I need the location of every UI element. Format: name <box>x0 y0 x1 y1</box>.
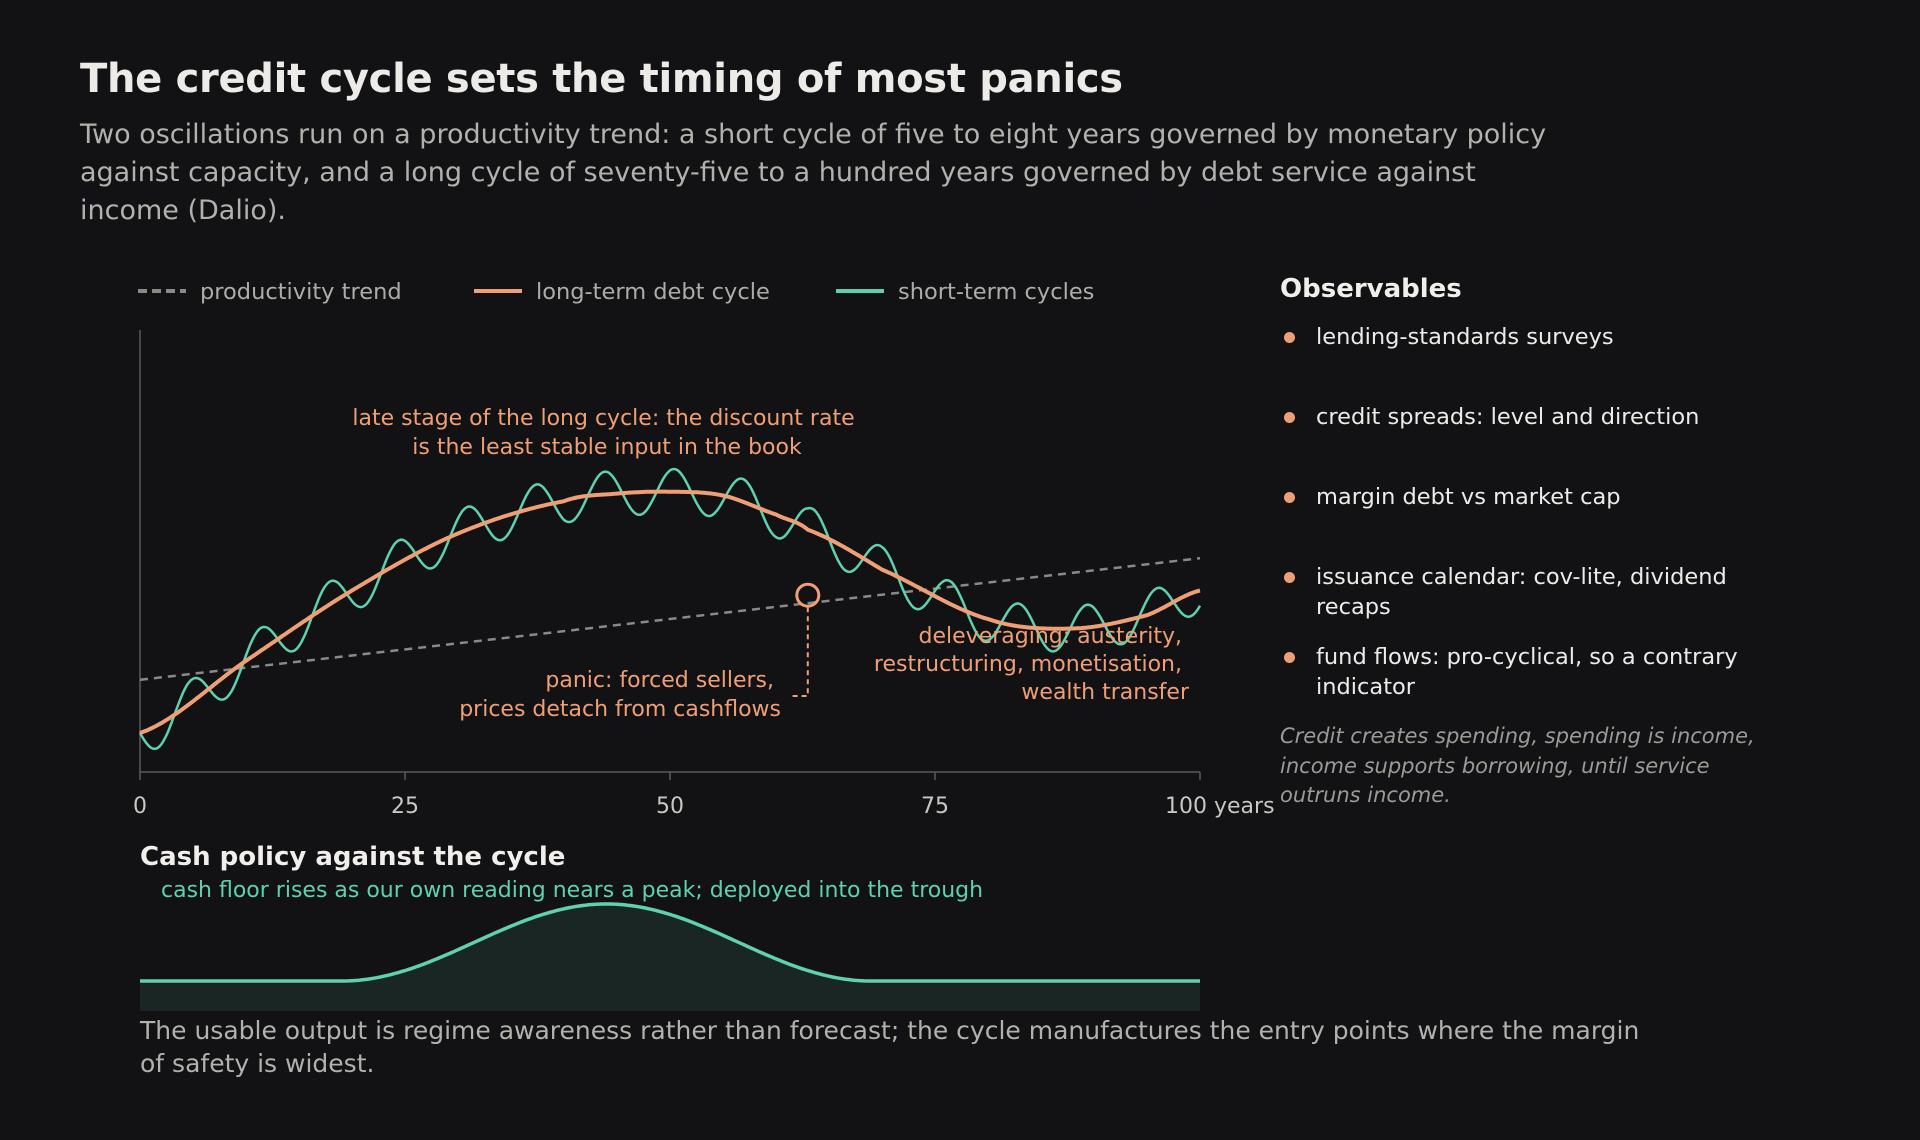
page-title: The credit cycle sets the timing of most… <box>80 56 1123 102</box>
observable-label: issuance calendar: cov-lite, dividend re… <box>1316 564 1727 620</box>
bullet-icon <box>1284 412 1295 423</box>
annotation-deleveraging-line-2: restructuring, monetisation, <box>874 652 1182 677</box>
bullet-icon <box>1284 492 1295 503</box>
annotation-late-stage-line-2: is the least stable input in the book <box>412 435 802 460</box>
observable-item: margin debt vs market cap <box>1280 482 1780 512</box>
x-axis-ticks: 0 25 50 75 100 years <box>133 772 1275 819</box>
observable-item: credit spreads: level and direction <box>1280 402 1780 432</box>
cash-policy-note: cash floor rises as our own reading near… <box>161 878 983 903</box>
x-tick-label: 75 <box>921 794 949 819</box>
cash-policy-heading: Cash policy against the cycle <box>140 842 566 872</box>
legend-label-long-cycle: long-term debt cycle <box>536 279 770 305</box>
legend-label-short-cycles: short-term cycles <box>898 279 1094 305</box>
annotation-deleveraging-line-1: deleveraging: austerity, <box>919 624 1182 649</box>
page-subtitle: Two oscillations run on a productivity t… <box>80 119 1547 226</box>
bullet-icon <box>1284 332 1295 343</box>
observable-label: fund flows: pro-cyclical, so a contrary … <box>1316 644 1738 700</box>
annotation-panic: panic: forced sellers, prices detach fro… <box>459 668 781 722</box>
bullet-icon <box>1284 572 1295 583</box>
legend: productivity trend long-term debt cycle … <box>138 279 1094 305</box>
observable-label: margin debt vs market cap <box>1316 484 1621 510</box>
cash-policy-line <box>140 902 1200 983</box>
annotation-panic-line-2: prices detach from cashflows <box>459 697 781 722</box>
annotation-deleveraging: deleveraging: austerity, restructuring, … <box>874 624 1190 705</box>
legend-item-short-cycles: short-term cycles <box>836 279 1094 305</box>
annotation-panic-line-1: panic: forced sellers, <box>545 668 774 693</box>
x-tick-label: 50 <box>656 794 684 819</box>
observable-item: issuance calendar: cov-lite, dividend re… <box>1280 562 1780 622</box>
observable-item: lending-standards surveys <box>1280 322 1780 352</box>
x-tick-label: 100 years <box>1165 794 1275 819</box>
observable-label: credit spreads: level and direction <box>1316 404 1700 430</box>
legend-item-long-cycle: long-term debt cycle <box>474 279 770 305</box>
observable-item: fund flows: pro-cyclical, so a contrary … <box>1280 642 1780 702</box>
annotation-late-stage-line-1: late stage of the long cycle: the discou… <box>352 406 854 431</box>
short-term-cycles-line <box>138 467 1202 751</box>
legend-item-trend: productivity trend <box>138 279 402 305</box>
cash-policy-area <box>140 904 1200 1011</box>
panic-leader-line <box>791 607 809 697</box>
annotation-deleveraging-line-3: wealth transfer <box>1021 680 1190 705</box>
observables-note: Credit creates spending, spending is inc… <box>1280 724 1755 807</box>
observable-label: lending-standards surveys <box>1316 324 1614 350</box>
annotation-late-stage: late stage of the long cycle: the discou… <box>352 406 861 460</box>
bullet-icon <box>1284 652 1295 663</box>
x-tick-label: 0 <box>133 794 147 819</box>
panic-marker <box>795 582 821 608</box>
x-tick-label: 25 <box>391 794 419 819</box>
footer-text: The usable output is regime awareness ra… <box>140 1016 1640 1078</box>
productivity-trend-line <box>139 556 1201 682</box>
long-term-debt-cycle-line <box>139 489 1201 735</box>
observables-heading: Observables <box>1280 274 1462 304</box>
legend-label-trend: productivity trend <box>200 279 402 305</box>
